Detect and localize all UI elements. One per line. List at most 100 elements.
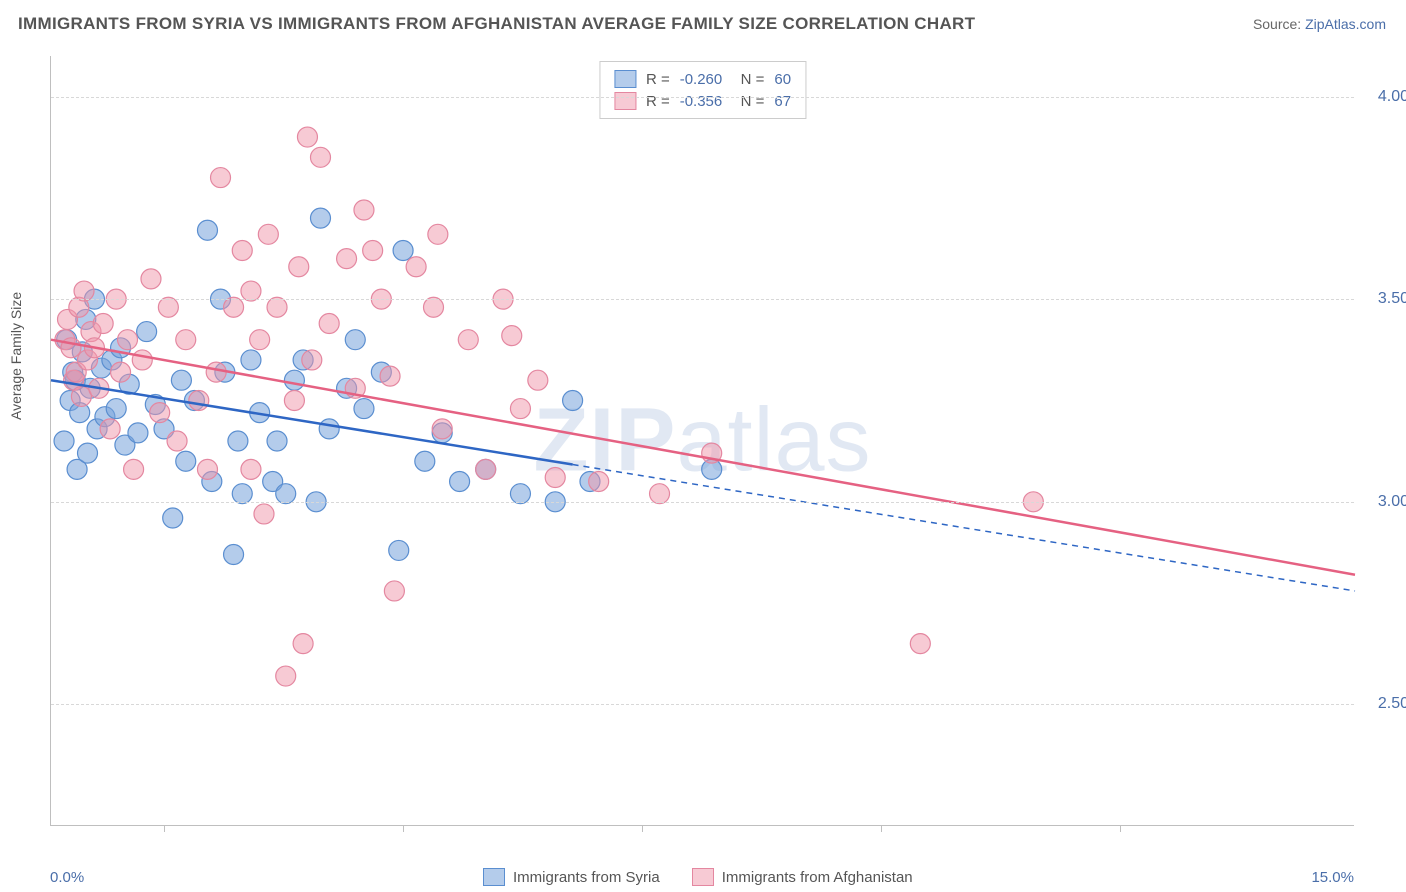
data-point [528, 370, 548, 390]
data-point [224, 297, 244, 317]
data-point [206, 362, 226, 382]
y-tick-label: 4.00 [1364, 88, 1406, 106]
data-point [276, 666, 296, 686]
data-point [502, 326, 522, 346]
data-point [589, 472, 609, 492]
data-point [176, 330, 196, 350]
data-point [267, 431, 287, 451]
data-point [545, 467, 565, 487]
data-point [319, 313, 339, 333]
gridline [51, 502, 1354, 503]
x-tick [164, 825, 165, 832]
x-tick [1120, 825, 1121, 832]
data-point [258, 224, 278, 244]
data-point [93, 313, 113, 333]
trend-line-extrapolated [573, 465, 1355, 591]
data-point [241, 350, 261, 370]
data-point [189, 390, 209, 410]
source-link[interactable]: ZipAtlas.com [1305, 16, 1386, 32]
data-point [393, 241, 413, 261]
x-tick [403, 825, 404, 832]
data-point [211, 168, 231, 188]
data-point [319, 419, 339, 439]
data-point [111, 362, 131, 382]
data-point [310, 208, 330, 228]
data-point [415, 451, 435, 471]
data-point [118, 330, 138, 350]
data-point [380, 366, 400, 386]
chart-svg [51, 56, 1355, 826]
data-point [428, 224, 448, 244]
source-label: Source: ZipAtlas.com [1253, 16, 1386, 32]
data-point [354, 200, 374, 220]
data-point [176, 451, 196, 471]
data-point [267, 297, 287, 317]
data-point [458, 330, 478, 350]
data-point [163, 508, 183, 528]
data-point [284, 390, 304, 410]
data-point [310, 147, 330, 167]
data-point [137, 322, 157, 342]
data-point [54, 431, 74, 451]
data-point [124, 459, 144, 479]
x-axis-row: 0.0% Immigrants from Syria Immigrants fr… [50, 868, 1354, 886]
data-point [78, 443, 98, 463]
data-point [197, 220, 217, 240]
data-point [424, 297, 444, 317]
y-tick-label: 3.50 [1364, 290, 1406, 308]
data-point [232, 484, 252, 504]
data-point [100, 419, 120, 439]
data-point [510, 399, 530, 419]
data-point [171, 370, 191, 390]
gridline [51, 299, 1354, 300]
data-point [224, 544, 244, 564]
y-axis-label: Average Family Size [8, 292, 24, 420]
data-point [74, 281, 94, 301]
swatch-syria-bottom [483, 868, 505, 886]
trend-line [51, 340, 1355, 575]
data-point [406, 257, 426, 277]
data-point [241, 281, 261, 301]
series-legend: Immigrants from Syria Immigrants from Af… [483, 868, 913, 886]
data-point [337, 249, 357, 269]
data-point [384, 581, 404, 601]
data-point [289, 257, 309, 277]
data-point [284, 370, 304, 390]
y-tick-label: 2.50 [1364, 695, 1406, 713]
data-point [910, 634, 930, 654]
data-point [363, 241, 383, 261]
data-point [354, 399, 374, 419]
data-point [250, 330, 270, 350]
data-point [158, 297, 178, 317]
y-tick-label: 3.00 [1364, 493, 1406, 511]
x-tick [881, 825, 882, 832]
data-point [228, 431, 248, 451]
legend-item-syria: Immigrants from Syria [483, 868, 660, 886]
x-tick [642, 825, 643, 832]
data-point [128, 423, 148, 443]
header: IMMIGRANTS FROM SYRIA VS IMMIGRANTS FROM… [18, 14, 1386, 34]
data-point [432, 419, 452, 439]
data-point [302, 350, 322, 370]
legend-item-afghanistan: Immigrants from Afghanistan [692, 868, 913, 886]
data-point [345, 330, 365, 350]
data-point [389, 540, 409, 560]
plot-area: ZIPatlas R = -0.260 N = 60 R = -0.356 N … [50, 56, 1354, 826]
data-point [150, 403, 170, 423]
data-point [132, 350, 152, 370]
data-point [254, 504, 274, 524]
data-point [476, 459, 496, 479]
data-point [510, 484, 530, 504]
data-point [450, 472, 470, 492]
x-min-label: 0.0% [50, 869, 84, 886]
data-point [241, 459, 261, 479]
data-point [297, 127, 317, 147]
swatch-afghanistan-bottom [692, 868, 714, 886]
data-point [232, 241, 252, 261]
data-point [650, 484, 670, 504]
x-max-label: 15.0% [1311, 869, 1354, 886]
chart-title: IMMIGRANTS FROM SYRIA VS IMMIGRANTS FROM… [18, 14, 975, 34]
gridline [51, 97, 1354, 98]
data-point [293, 634, 313, 654]
data-point [167, 431, 187, 451]
